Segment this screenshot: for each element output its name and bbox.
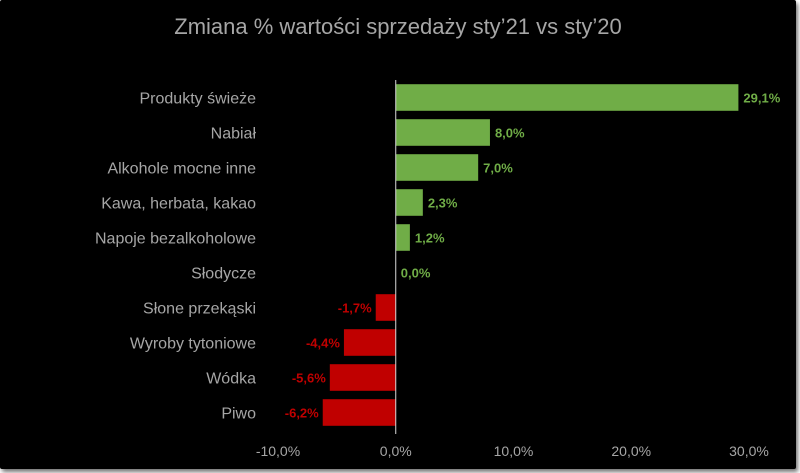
data-label: 0,0% — [401, 266, 431, 281]
category-label: Wyroby tytoniowe — [130, 336, 256, 353]
bar — [395, 189, 423, 216]
bar — [322, 399, 396, 426]
x-tick-label: 10,0% — [494, 443, 534, 459]
bar — [395, 224, 410, 251]
category-label: Nabiał — [211, 126, 257, 143]
category-label: Słone przekąski — [143, 301, 256, 318]
bar — [395, 84, 739, 111]
bar — [343, 329, 396, 356]
data-label: -5,6% — [292, 371, 326, 386]
category-label: Kawa, herbata, kakao — [101, 196, 256, 213]
bars — [322, 84, 739, 426]
data-label: 2,3% — [428, 196, 458, 211]
x-axis-ticks: -10,0% 0,0% 10,0% 20,0% 30,0% — [256, 443, 769, 459]
category-label: Produkty świeże — [140, 91, 257, 108]
data-label: 29,1% — [743, 91, 780, 106]
data-label: -6,2% — [285, 406, 319, 421]
data-label: 1,2% — [415, 231, 445, 246]
data-label: 7,0% — [483, 161, 513, 176]
x-tick-label: 20,0% — [611, 443, 651, 459]
x-tick-label: 30,0% — [729, 443, 769, 459]
data-labels: 29,1% 8,0% 7,0% 2,3% 1,2% 0,0% -1,7% -4,4% -5,6%… — [285, 91, 781, 421]
chart-title: Zmiana % wartości sprzedaży sty’21 vs st… — [174, 14, 622, 39]
data-label: -4,4% — [306, 336, 340, 351]
bar — [375, 294, 396, 321]
x-tick-label: 0,0% — [380, 443, 412, 459]
x-tick-label: -10,0% — [256, 443, 300, 459]
data-label: -1,7% — [338, 301, 372, 316]
bar — [395, 119, 490, 146]
category-label: Napoje bezalkoholowe — [95, 231, 256, 248]
data-label: 8,0% — [495, 126, 525, 141]
category-label: Piwo — [221, 406, 256, 423]
category-label: Słodycze — [191, 266, 256, 283]
category-label: Wódka — [206, 371, 256, 388]
bar — [395, 154, 479, 181]
category-labels: Produkty świeże Nabiał Alkohole mocne inne… — [95, 91, 256, 423]
bar — [329, 364, 396, 391]
category-label: Alkohole mocne inne — [107, 161, 256, 178]
